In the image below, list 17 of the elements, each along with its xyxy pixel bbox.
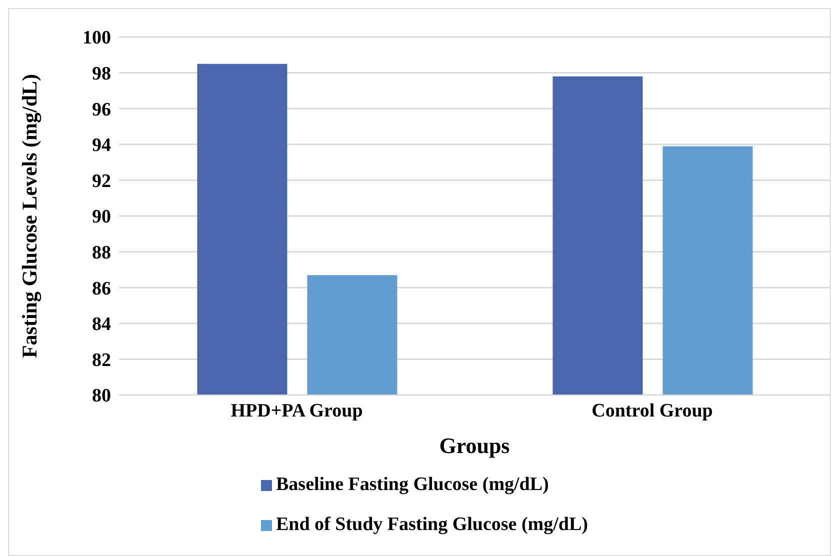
x-tick-label: Control Group	[592, 400, 713, 422]
legend-label: Baseline Fasting Glucose (mg/dL)	[276, 474, 549, 495]
y-axis-title: Fasting Glucose Levels (mg/dL)	[17, 74, 42, 358]
y-tick-label: 88	[92, 242, 111, 264]
x-tick-label: HPD+PA Group	[230, 400, 363, 422]
y-tick-label: 82	[92, 350, 111, 371]
y-tick-label: 98	[92, 64, 111, 85]
legend-label: End of Study Fasting Glucose (mg/dL)	[276, 514, 588, 535]
y-tick-label: 90	[92, 206, 111, 228]
y-tick-label: 92	[92, 170, 111, 192]
y-tick-label: 84	[92, 314, 112, 336]
y-tick-label: 100	[82, 28, 111, 49]
x-axis-title: Groups	[439, 433, 510, 458]
y-tick-label: 80	[92, 386, 111, 407]
y-tick-label: 86	[92, 278, 111, 300]
y-tick-label: 94	[92, 135, 112, 156]
y-tick-label: 96	[92, 99, 111, 120]
